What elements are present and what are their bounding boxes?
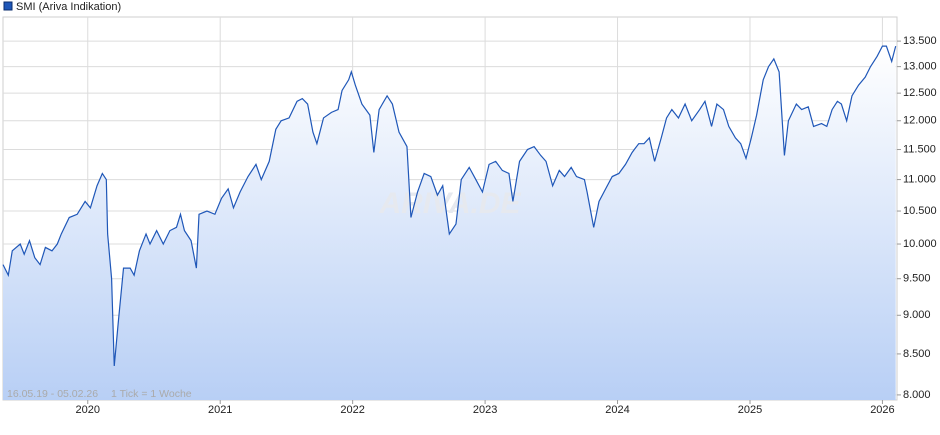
range-note: 16.05.19 - 05.02.26 xyxy=(7,388,98,400)
x-tick-label: 2023 xyxy=(473,404,497,416)
x-tick-label: 2025 xyxy=(738,404,762,416)
y-tick-label: 11.500 xyxy=(903,143,936,155)
y-tick-label: 11.000 xyxy=(903,173,936,185)
x-tick-label: 2020 xyxy=(76,404,100,416)
y-tick-label: 8.000 xyxy=(903,389,931,401)
legend-label: SMI (Ariva Indikation) xyxy=(16,1,121,13)
x-tick-label: 2021 xyxy=(208,404,232,416)
y-tick-label: 10.000 xyxy=(903,238,937,250)
marks xyxy=(2,45,897,367)
tick-note: 1 Tick = 1 Woche xyxy=(111,388,192,400)
y-tick-label: 9.500 xyxy=(903,273,931,285)
y-tick-label: 13.000 xyxy=(903,61,937,73)
y-tick-label: 12.500 xyxy=(903,87,937,99)
x-tick-label: 2024 xyxy=(605,404,629,416)
y-tick-label: 8.500 xyxy=(903,348,931,360)
area-fill xyxy=(3,46,896,400)
y-tick-label: 12.000 xyxy=(903,115,937,127)
y-tick-label: 9.000 xyxy=(903,309,931,321)
x-tick-label: 2026 xyxy=(870,404,894,416)
legend-swatch xyxy=(3,1,13,11)
y-tick-label: 10.500 xyxy=(903,205,937,217)
line xyxy=(2,45,897,367)
x-tick-label: 2022 xyxy=(340,404,364,416)
area-layer xyxy=(3,46,896,400)
watermark: ARIVA.DE xyxy=(378,187,521,220)
y-tick-label: 13.500 xyxy=(903,35,937,47)
